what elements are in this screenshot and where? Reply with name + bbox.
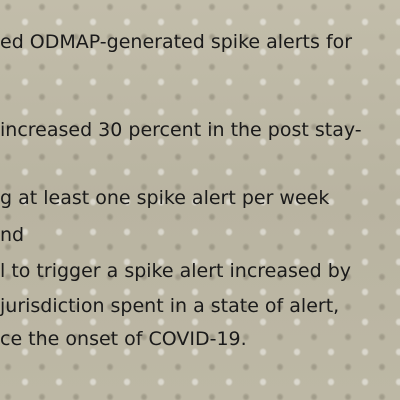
text-line-5: l to trigger a spike alert increased by xyxy=(0,260,352,282)
text-line-2: increased 30 percent in the post stay- xyxy=(0,119,362,141)
text-line-1: ed ODMAP-generated spike alerts for xyxy=(0,31,353,53)
text-line-3: g at least one spike alert per week xyxy=(0,187,330,209)
text-line-6: jurisdiction spent in a state of alert, xyxy=(0,295,340,317)
text-line-7: ce the onset of COVID-19. xyxy=(0,328,247,350)
text-line-4: nd xyxy=(0,224,25,246)
